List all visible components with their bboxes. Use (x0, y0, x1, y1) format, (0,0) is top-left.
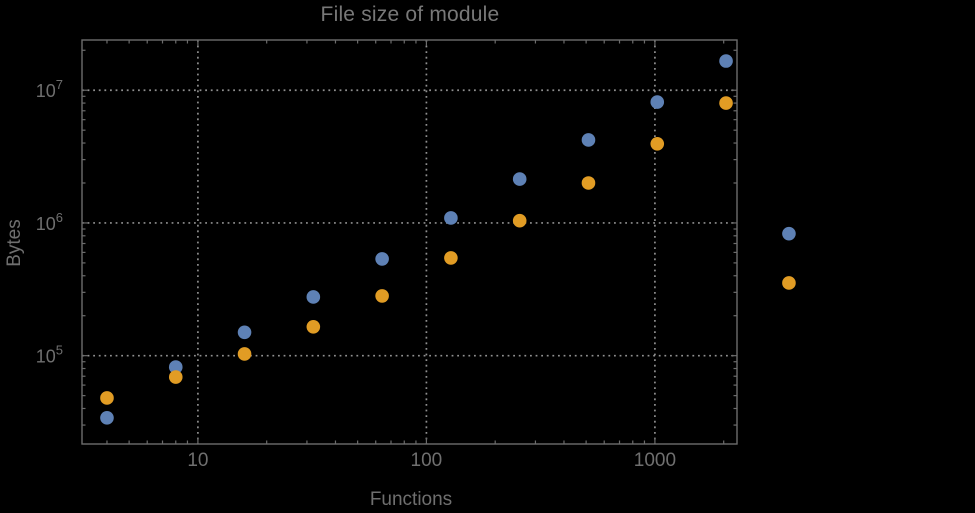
y-tick-label-10e5: 105 (36, 343, 63, 367)
x-tick-label-1000: 1000 (634, 450, 676, 471)
data-point-series-orange (581, 176, 596, 190)
data-point-series-blue (719, 54, 733, 68)
plot-frame (81, 39, 738, 445)
data-point-series-blue (782, 226, 796, 241)
y-tick-exponent: 5 (56, 343, 63, 358)
y-tick-label-10e7: 107 (36, 77, 63, 101)
data-point-series-orange (168, 370, 183, 384)
y-tick-exponent: 6 (56, 210, 63, 225)
x-tick-label-10: 10 (187, 450, 208, 471)
data-point-series-blue (237, 325, 252, 340)
y-axis-label: Bytes (4, 219, 25, 267)
data-point-series-blue (306, 290, 321, 304)
data-point-series-orange (782, 276, 796, 290)
data-point-series-orange (100, 391, 114, 405)
data-point-series-orange (237, 347, 252, 361)
data-point-series-blue (375, 252, 389, 266)
data-point-series-blue (581, 133, 596, 147)
x-tick-label-100: 100 (411, 450, 443, 471)
data-point-series-blue (512, 172, 527, 186)
chart-title: File size of module (320, 3, 500, 26)
data-point-series-orange (375, 289, 389, 303)
data-point-series-orange (512, 213, 527, 228)
x-axis-label: Functions (369, 489, 453, 510)
data-point-series-orange (306, 320, 321, 334)
y-tick-exponent: 7 (56, 77, 63, 92)
data-point-series-blue (100, 411, 114, 425)
y-tick-label-10e6: 106 (36, 210, 63, 234)
data-point-series-blue (168, 360, 183, 374)
data-point-series-orange (650, 136, 665, 151)
data-point-series-orange (444, 251, 458, 265)
data-point-series-blue (444, 211, 458, 225)
data-point-series-blue (650, 95, 665, 109)
data-point-series-orange (719, 96, 733, 110)
